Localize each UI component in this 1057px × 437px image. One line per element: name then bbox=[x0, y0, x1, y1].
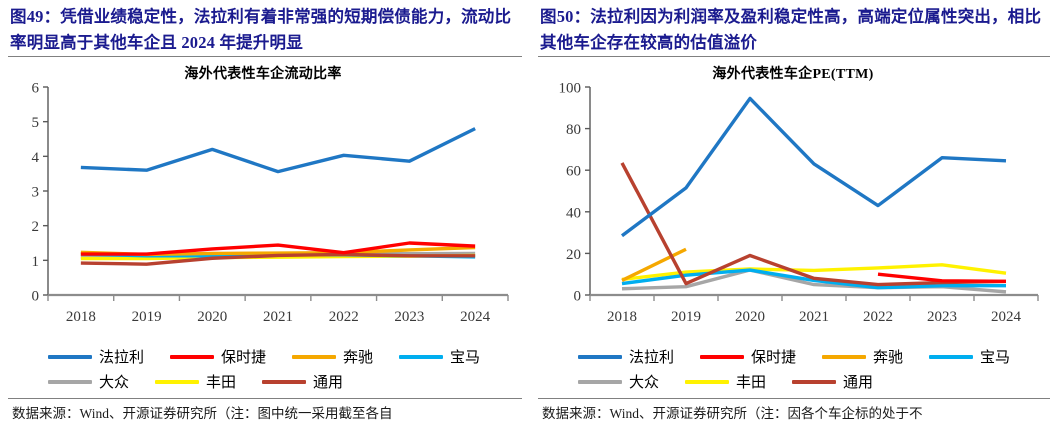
legend-label: 通用 bbox=[843, 375, 874, 391]
footer-divider-left bbox=[8, 398, 522, 399]
legend-item-法拉利[interactable]: 法拉利 bbox=[578, 346, 674, 367]
chart-right-title: 海外代表性车企PE(TTM) bbox=[712, 67, 874, 82]
legend-swatch-奔驰 bbox=[822, 354, 867, 359]
chart-left-legend: 法拉利 保时捷 奔驰 宝马大众 丰田 通用 bbox=[4, 342, 522, 394]
legend-label: 保时捷 bbox=[221, 350, 267, 366]
figure-49-source: 数据来源：Wind、开源证券研究所（注：图中统一采用截至各自 bbox=[12, 406, 393, 421]
legend-item-保时捷[interactable]: 保时捷 bbox=[700, 346, 796, 367]
chart-left: 海外代表性车企流动比率 0 1 2 3 4 5 6 2018 2019 2020 2021 2022 2… bbox=[4, 57, 522, 342]
svg-text:60: 60 bbox=[566, 164, 581, 180]
legend-item-通用[interactable]: 通用 bbox=[792, 371, 873, 392]
chart-right: 海外代表性车企PE(TTM) 0 20 40 60 80 100 2018 2019 2020 2… bbox=[534, 57, 1052, 342]
legend-swatch-通用 bbox=[792, 379, 837, 384]
svg-text:4: 4 bbox=[32, 150, 40, 166]
legend-swatch-丰田 bbox=[155, 379, 200, 384]
svg-text:0: 0 bbox=[32, 289, 40, 305]
chart-left-plot: 0 1 2 3 4 5 6 2018 2019 2020 2021 2022 2023 2024 bbox=[32, 83, 509, 325]
legend-label: 大众 bbox=[629, 375, 660, 391]
title-divider-left bbox=[8, 56, 522, 57]
svg-text:2: 2 bbox=[32, 219, 40, 235]
svg-text:3: 3 bbox=[32, 185, 40, 201]
legend-swatch-通用 bbox=[262, 379, 307, 384]
svg-text:2018: 2018 bbox=[607, 309, 637, 325]
svg-text:2020: 2020 bbox=[197, 309, 227, 325]
legend-row: 大众 丰田 通用 bbox=[534, 369, 1052, 394]
legend-item-宝马[interactable]: 宝马 bbox=[929, 346, 1010, 367]
svg-text:2019: 2019 bbox=[132, 309, 162, 325]
svg-text:100: 100 bbox=[559, 83, 582, 97]
legend-swatch-大众 bbox=[48, 379, 92, 384]
legend-item-宝马[interactable]: 宝马 bbox=[399, 346, 480, 367]
legend-swatch-丰田 bbox=[685, 379, 730, 384]
figure-50-title: 图50：法拉利因为利润率及盈利稳定性高，高端定位属性突出，相比其他车企存在较高的… bbox=[540, 7, 1042, 52]
legend-label: 通用 bbox=[313, 375, 344, 391]
footer-divider-right bbox=[538, 398, 1050, 399]
legend-item-奔驰[interactable]: 奔驰 bbox=[292, 346, 373, 367]
svg-text:2021: 2021 bbox=[799, 309, 829, 325]
chart-right-plot: 0 20 40 60 80 100 2018 2019 2020 2021 2022 2023 2024 bbox=[559, 83, 1039, 325]
svg-text:2022: 2022 bbox=[863, 309, 893, 325]
svg-text:6: 6 bbox=[32, 83, 40, 97]
legend-label: 法拉利 bbox=[629, 350, 675, 366]
svg-text:2023: 2023 bbox=[394, 309, 424, 325]
legend-item-法拉利[interactable]: 法拉利 bbox=[48, 346, 144, 367]
legend-swatch-大众 bbox=[578, 379, 622, 384]
svg-text:2020: 2020 bbox=[735, 309, 765, 325]
legend-row: 大众 丰田 通用 bbox=[4, 369, 522, 394]
svg-text:2023: 2023 bbox=[927, 309, 957, 325]
legend-swatch-宝马 bbox=[929, 354, 974, 359]
figure-50-source: 数据来源：Wind、开源证券研究所（注：因各个车企标的处于不 bbox=[542, 406, 923, 421]
figure-49-title: 图49：凭借业绩稳定性，法拉利有着非常强的短期偿债能力，流动比率明显高于其他车企… bbox=[10, 7, 512, 52]
chart-left-title: 海外代表性车企流动比率 bbox=[184, 67, 342, 82]
legend-label: 宝马 bbox=[980, 350, 1011, 366]
legend-item-奔驰[interactable]: 奔驰 bbox=[822, 346, 903, 367]
legend-item-丰田[interactable]: 丰田 bbox=[155, 371, 236, 392]
legend-item-丰田[interactable]: 丰田 bbox=[685, 371, 766, 392]
legend-item-大众[interactable]: 大众 bbox=[48, 371, 129, 392]
svg-text:2019: 2019 bbox=[671, 309, 701, 325]
title-divider-right bbox=[538, 56, 1050, 57]
legend-label: 法拉利 bbox=[99, 350, 145, 366]
legend-item-保时捷[interactable]: 保时捷 bbox=[170, 346, 266, 367]
svg-text:2018: 2018 bbox=[66, 309, 96, 325]
chart-right-legend: 法拉利 保时捷 奔驰 宝马大众 丰田 通用 bbox=[534, 342, 1052, 394]
svg-text:1: 1 bbox=[32, 254, 40, 270]
figure-panel-left: 图49：凭借业绩稳定性，法拉利有着非常强的短期偿债能力，流动比率明显高于其他车企… bbox=[0, 0, 528, 437]
legend-row: 法拉利 保时捷 奔驰 宝马 bbox=[534, 344, 1052, 369]
legend-item-通用[interactable]: 通用 bbox=[262, 371, 343, 392]
legend-swatch-保时捷 bbox=[170, 354, 215, 359]
legend-label: 保时捷 bbox=[751, 350, 797, 366]
svg-text:2022: 2022 bbox=[329, 309, 359, 325]
svg-text:80: 80 bbox=[566, 122, 581, 138]
legend-label: 宝马 bbox=[450, 350, 481, 366]
svg-text:20: 20 bbox=[566, 247, 581, 263]
legend-swatch-宝马 bbox=[399, 354, 444, 359]
svg-text:2024: 2024 bbox=[460, 309, 491, 325]
svg-text:2024: 2024 bbox=[991, 309, 1022, 325]
svg-text:40: 40 bbox=[566, 205, 581, 221]
legend-label: 奔驰 bbox=[343, 350, 374, 366]
legend-swatch-奔驰 bbox=[292, 354, 337, 359]
svg-text:0: 0 bbox=[574, 289, 582, 305]
legend-label: 大众 bbox=[99, 375, 130, 391]
legend-label: 丰田 bbox=[736, 375, 767, 391]
svg-text:2021: 2021 bbox=[263, 309, 293, 325]
legend-swatch-保时捷 bbox=[700, 354, 745, 359]
legend-row: 法拉利 保时捷 奔驰 宝马 bbox=[4, 344, 522, 369]
legend-label: 丰田 bbox=[206, 375, 237, 391]
legend-swatch-法拉利 bbox=[48, 354, 92, 359]
svg-text:5: 5 bbox=[32, 115, 40, 131]
legend-item-大众[interactable]: 大众 bbox=[578, 371, 659, 392]
legend-swatch-法拉利 bbox=[578, 354, 622, 359]
legend-label: 奔驰 bbox=[873, 350, 904, 366]
figure-panel-right: 图50：法拉利因为利润率及盈利稳定性高，高端定位属性突出，相比其他车企存在较高的… bbox=[528, 0, 1056, 437]
